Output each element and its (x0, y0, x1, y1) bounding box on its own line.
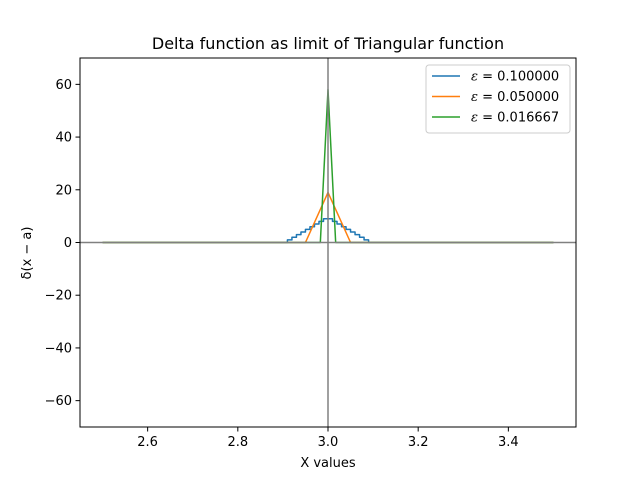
x-tick-label: 3.4 (498, 435, 519, 450)
legend-label-2: ε = 0.050000 (471, 90, 559, 105)
x-tick-label: 2.8 (227, 435, 248, 450)
x-axis-label: X values (300, 456, 356, 471)
legend-label-1: ε = 0.100000 (471, 70, 559, 85)
plot-area (80, 58, 576, 427)
x-tick-label: 3.0 (318, 435, 339, 450)
x-tick-label: 3.2 (408, 435, 429, 450)
y-tick-label: 20 (55, 183, 72, 198)
y-axis-label: δ(x − a) (20, 227, 35, 280)
x-tick-label: 2.6 (137, 435, 158, 450)
y-tick-label: 60 (55, 78, 72, 93)
y-tick-label: −60 (45, 394, 72, 409)
legend-label-3: ε = 0.016667 (471, 111, 559, 126)
legend: ε = 0.100000 ε = 0.050000 ε = 0.016667 (425, 64, 571, 134)
y-tick-label: −40 (45, 341, 72, 356)
y-tick-label: 0 (64, 236, 72, 251)
chart-title: Delta function as limit of Triangular fu… (152, 34, 504, 53)
y-tick-label: −20 (45, 289, 72, 304)
y-tick-label: 40 (55, 131, 72, 146)
legend-box (425, 64, 571, 134)
axes: 2.6 2.8 3.0 3.2 3.4 −60 −40 −20 0 20 40 60 (45, 57, 577, 450)
